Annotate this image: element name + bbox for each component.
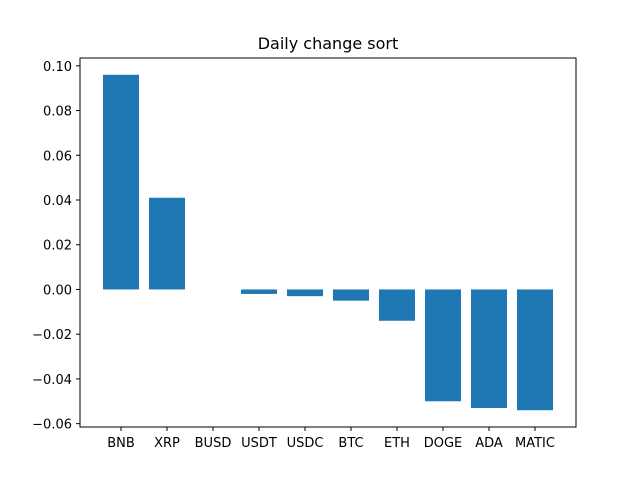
y-tick-label: 0.08	[43, 105, 72, 120]
bar-bnb	[103, 74, 139, 290]
x-axis: BNB XRP BUSD USDT USDC BTC ETH DOGE ADA MATIC	[107, 427, 555, 451]
y-tick-label: −0.04	[32, 373, 72, 388]
chart-title: Daily change sort	[258, 34, 399, 53]
bar-xrp	[149, 197, 185, 290]
y-tick-label: −0.06	[32, 418, 72, 433]
x-tick-label: ETH	[384, 436, 410, 451]
x-tick-label: USDC	[287, 436, 324, 451]
y-tick-label: 0.00	[43, 283, 72, 298]
x-tick-label: BTC	[338, 436, 363, 451]
y-tick-label: −0.02	[32, 328, 72, 343]
x-tick-label: ADA	[475, 436, 503, 451]
plot-frame	[79, 57, 577, 428]
x-tick-label: BUSD	[195, 436, 232, 451]
bar-eth	[379, 289, 415, 321]
x-tick-label: USDT	[241, 436, 277, 451]
y-tick-label: 0.06	[43, 149, 72, 164]
y-tick-label: 0.10	[43, 60, 72, 75]
bar-usdc	[287, 289, 323, 297]
bar-doge	[425, 289, 461, 402]
bar-ada	[471, 289, 507, 408]
x-tick-label: XRP	[154, 436, 180, 451]
y-tick-label: 0.04	[43, 194, 72, 209]
bar-btc	[333, 289, 369, 301]
x-tick-label: BNB	[107, 436, 135, 451]
bars-group	[103, 74, 553, 411]
x-tick-label: MATIC	[515, 436, 555, 451]
x-tick-label: DOGE	[424, 436, 463, 451]
bar-usdt	[241, 289, 277, 294]
bar-matic	[517, 289, 553, 411]
y-tick-label: 0.02	[43, 239, 72, 254]
y-axis: 0.10 0.08 0.06 0.04 0.02 0.00 −0.02 −0.04 −0.06	[32, 60, 80, 433]
